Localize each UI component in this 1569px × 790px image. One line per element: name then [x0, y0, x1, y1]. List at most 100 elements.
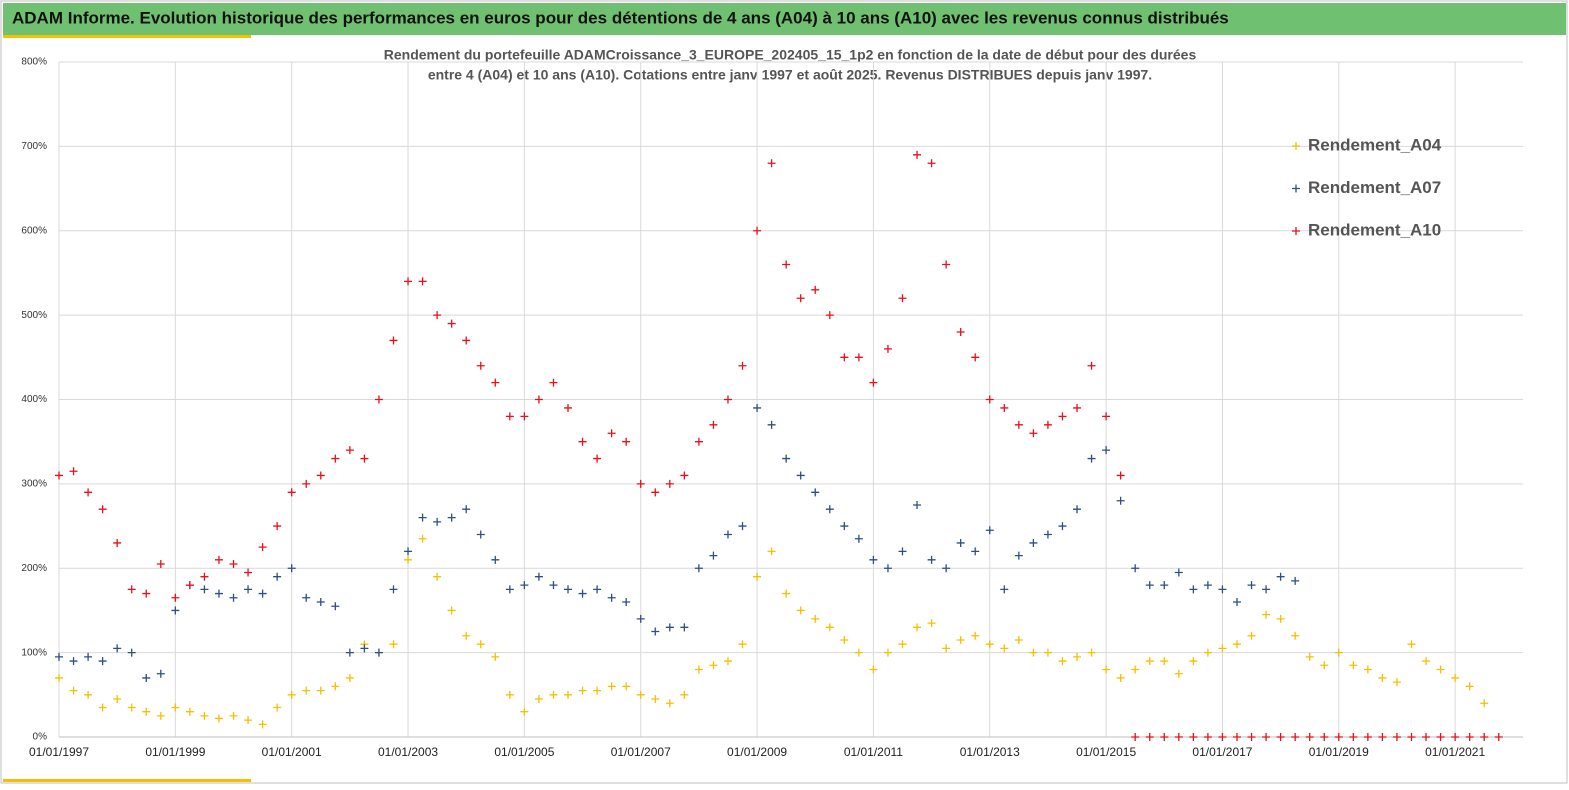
data-point	[1291, 733, 1300, 741]
data-point	[651, 627, 660, 636]
data-point	[200, 572, 209, 581]
data-point	[564, 403, 573, 412]
data-point	[1291, 576, 1300, 585]
data-point	[869, 555, 878, 564]
data-point	[1102, 446, 1111, 455]
data-point	[98, 657, 107, 666]
x-tick-label: 01/01/2007	[611, 745, 671, 759]
data-point	[767, 420, 776, 429]
data-point	[1131, 665, 1140, 674]
data-point	[447, 319, 456, 328]
legend-label: Rendement_A04	[1308, 135, 1442, 154]
data-point	[607, 682, 616, 691]
data-point	[1247, 631, 1256, 640]
data-point	[1043, 420, 1052, 429]
data-point	[956, 635, 965, 644]
data-point	[825, 311, 834, 320]
data-point	[69, 657, 78, 666]
data-point	[1058, 657, 1067, 666]
data-point	[404, 555, 413, 564]
data-point	[913, 150, 922, 159]
data-point	[491, 652, 500, 661]
data-point	[1174, 733, 1183, 741]
data-point	[1087, 454, 1096, 463]
data-point	[520, 707, 529, 716]
data-point	[1363, 665, 1372, 674]
data-point	[1320, 661, 1329, 670]
data-point	[651, 488, 660, 497]
data-point	[55, 471, 63, 480]
data-point	[171, 593, 180, 602]
data-point	[1407, 733, 1416, 741]
data-point	[1305, 652, 1314, 661]
data-point	[753, 403, 762, 412]
data-point	[1465, 733, 1474, 741]
data-point	[1218, 585, 1227, 594]
data-point	[796, 294, 805, 303]
data-point	[345, 673, 354, 682]
data-point	[302, 479, 311, 488]
data-point	[273, 522, 282, 531]
y-tick-label: 400%	[21, 394, 47, 405]
page-title: ADAM Informe. Evolution historique des p…	[12, 8, 1229, 27]
y-tick-label: 600%	[21, 225, 47, 236]
data-point	[1043, 530, 1052, 539]
data-point	[447, 513, 456, 522]
data-point	[883, 344, 892, 353]
data-point	[1160, 733, 1169, 741]
data-point	[534, 695, 543, 704]
data-point	[840, 353, 849, 362]
data-point	[738, 361, 747, 370]
legend-marker	[1292, 227, 1300, 235]
data-point	[1320, 733, 1329, 741]
data-point	[476, 361, 485, 370]
data-point	[680, 623, 689, 632]
data-point	[985, 640, 994, 649]
data-point	[534, 572, 543, 581]
data-point	[1203, 581, 1212, 590]
y-tick-label: 100%	[21, 647, 47, 658]
data-point	[782, 589, 791, 598]
y-tick-label: 800%	[21, 57, 47, 68]
data-point	[956, 538, 965, 547]
data-point	[505, 412, 514, 421]
data-point	[1392, 678, 1401, 687]
data-point	[316, 471, 325, 480]
data-point	[156, 711, 165, 720]
data-point	[869, 378, 878, 387]
data-point	[331, 602, 340, 611]
data-point	[1465, 682, 1474, 691]
data-point	[1262, 585, 1271, 594]
y-tick-label: 0%	[33, 732, 48, 743]
data-point	[1160, 657, 1169, 666]
data-point	[1334, 648, 1343, 657]
data-point	[694, 437, 703, 446]
data-point	[331, 682, 340, 691]
data-point	[753, 226, 762, 235]
data-point	[127, 585, 136, 594]
data-point	[345, 446, 354, 455]
x-tick-label: 01/01/1999	[145, 745, 205, 759]
data-point	[1451, 733, 1460, 741]
data-point	[229, 711, 238, 720]
data-point	[578, 589, 587, 598]
data-point	[84, 652, 93, 661]
data-point	[665, 479, 674, 488]
chart-title: entre 4 (A04) et 10 ans (A10). Cotations…	[428, 67, 1152, 83]
data-point	[927, 555, 936, 564]
legend-marker	[1292, 142, 1300, 150]
data-point	[854, 353, 863, 362]
data-point	[316, 598, 325, 606]
data-point	[142, 589, 151, 598]
data-point	[840, 522, 849, 531]
data-point	[316, 686, 325, 695]
data-point	[1392, 733, 1401, 741]
data-point	[723, 657, 732, 666]
legend-marker	[1292, 184, 1300, 193]
data-point	[447, 606, 456, 615]
data-point	[1189, 585, 1198, 594]
data-point	[1131, 564, 1140, 573]
data-point	[578, 437, 587, 446]
data-point	[287, 488, 296, 497]
data-point	[636, 479, 645, 488]
